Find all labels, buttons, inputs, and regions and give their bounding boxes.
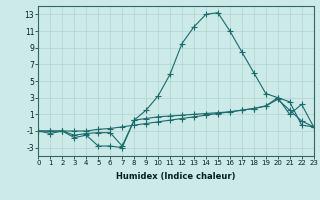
X-axis label: Humidex (Indice chaleur): Humidex (Indice chaleur) xyxy=(116,172,236,181)
